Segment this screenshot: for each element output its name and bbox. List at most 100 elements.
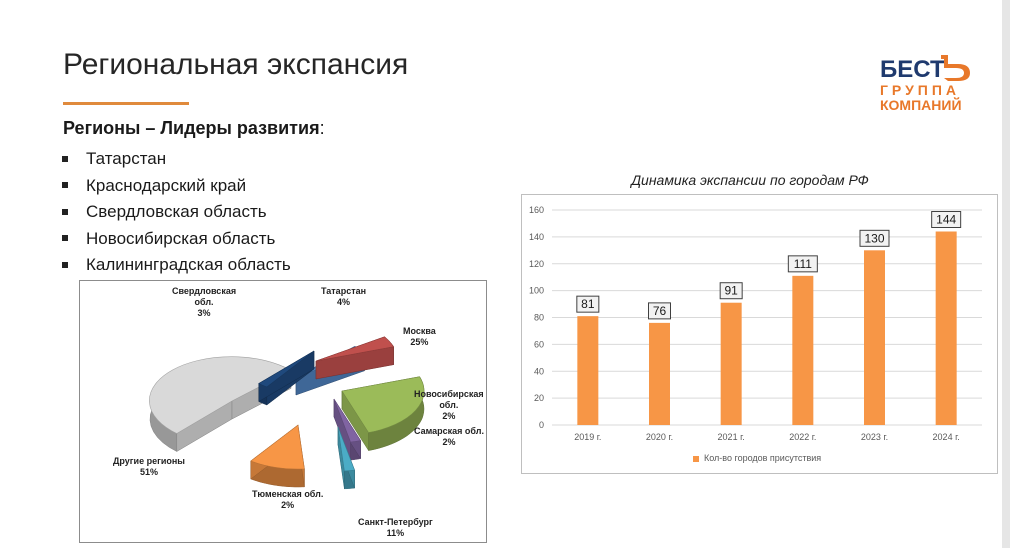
data-label-box: [859, 229, 890, 247]
regions-heading-colon: :: [319, 118, 325, 138]
data-label-box: [719, 282, 743, 300]
company-logo: БЕСТ ГРУППА КОМПАНИЙ: [880, 55, 970, 113]
data-label: 130: [864, 231, 884, 245]
legend-label: Кол-во городов присутствия: [704, 453, 822, 463]
bullet-icon: [62, 261, 68, 268]
y-tick-label: 80: [534, 313, 544, 323]
logo-text-best: БЕСТ: [880, 56, 945, 83]
pie-label-name: Москва: [403, 326, 436, 336]
data-label-box: [787, 255, 818, 273]
x-tick-label: 2024 г.: [933, 432, 960, 442]
pie-slice: [333, 398, 362, 461]
pie-label-moscow: Москва 25%: [403, 326, 436, 348]
title-underline: [63, 102, 189, 105]
pie-slice-top: [315, 336, 395, 362]
bar: [792, 275, 814, 425]
pie-slice-top: [149, 356, 292, 434]
pie-slice-top: [341, 376, 425, 433]
y-tick-label: 40: [534, 366, 544, 376]
pie-label-name: Другие регионы: [113, 456, 185, 466]
pie-label-name: Самарская обл.: [414, 426, 484, 436]
pie-label-tatarstan: Татарстан 4%: [321, 286, 366, 308]
legend-swatch: [693, 455, 699, 462]
pie-label-tyumen: Тюменская обл. 2%: [252, 489, 323, 511]
list-item: Краснодарский край: [60, 175, 291, 202]
pie-slice-top: [258, 350, 315, 388]
region-name: Новосибирская область: [86, 228, 276, 248]
pie-label-name-2: обл.: [439, 400, 459, 410]
pie-label-value: 2%: [442, 411, 456, 421]
pie-svg: [149, 336, 425, 490]
y-tick-label: 120: [529, 259, 544, 269]
data-label-box: [931, 211, 962, 228]
x-tick-label: 2020 г.: [646, 432, 673, 442]
pie-label-spb: Санкт-Петербург 11%: [358, 517, 433, 539]
data-label: 81: [581, 297, 595, 311]
bar: [864, 250, 885, 425]
regions-pie-chart: Свердловская обл. 3% Татарстан 4% Москва…: [79, 280, 487, 543]
list-item: Татарстан: [60, 148, 291, 175]
logo-text-companies: КОМПАНИЙ: [880, 96, 962, 113]
bar: [720, 302, 742, 425]
pie-label-name: Свердловская: [172, 286, 237, 296]
bullet-icon: [62, 182, 68, 189]
chart-legend: Кол-во городов присутствия: [693, 453, 821, 463]
slide-edge: [1002, 0, 1010, 548]
pie-label-sverdlovsk: Свердловская обл. 3%: [172, 286, 236, 319]
pie-label-samara: Самарская обл. 2%: [414, 426, 484, 448]
region-name: Татарстан: [86, 149, 167, 168]
pie-label-value: 3%: [197, 308, 211, 318]
pie-slice-top: [250, 424, 305, 470]
bar: [935, 231, 957, 425]
pie-label-value: 4%: [337, 297, 351, 307]
regions-heading: Регионы – Лидеры развития:: [63, 118, 325, 139]
x-tick-label: 2022 г.: [789, 432, 816, 442]
list-item: Свердловская область: [60, 201, 291, 228]
pie-slice: [315, 336, 395, 380]
region-name: Калининградская область: [86, 255, 291, 275]
y-tick-label: 160: [529, 205, 544, 215]
bullet-icon: [62, 208, 68, 215]
y-tick-label: 140: [529, 232, 544, 242]
slide-title: Региональная экспансия: [63, 48, 409, 81]
data-label: 111: [794, 257, 813, 271]
list-item: Новосибирская область: [60, 228, 291, 255]
bar: [649, 322, 670, 425]
region-name: Свердловская область: [86, 202, 267, 222]
expansion-bar-chart: 0 20 40 60 80 100 120 140 160 81 2019 г. 76 2020 г. 9…: [521, 194, 998, 474]
y-tick-label: 20: [534, 393, 544, 403]
pie-slice: [258, 350, 315, 406]
logo-hard-sign-mark: [941, 55, 970, 81]
y-tick-label: 60: [534, 339, 544, 349]
pie-slice: [250, 424, 305, 488]
pie-label-name: Татарстан: [321, 286, 367, 296]
bar-chart-title: Динамика экспансии по городам РФ: [631, 172, 869, 188]
data-label-box: [648, 302, 671, 320]
pie-label-name: Санкт-Петербург: [358, 517, 433, 527]
pie-slice: [337, 426, 356, 490]
pie-label-name: Тюменская обл.: [252, 489, 324, 499]
pie-label-name: Новосибирская: [414, 389, 484, 399]
list-item: Калининградская область: [60, 254, 291, 281]
data-label: 76: [653, 304, 667, 318]
pie-label-value: 51%: [139, 467, 158, 477]
x-tick-label: 2021 г.: [718, 432, 745, 442]
pie-label-value: 2%: [281, 500, 295, 510]
pie-label-value: 2%: [442, 437, 456, 447]
pie-slice-top: [337, 426, 356, 472]
y-tick-label: 0: [539, 420, 544, 430]
pie-slice-top: [333, 398, 362, 443]
pie-slice: [149, 356, 292, 452]
pie-label-other: Другие регионы 51%: [113, 456, 185, 478]
bullet-icon: [62, 235, 68, 242]
bullet-icon: [62, 155, 68, 162]
logo-text-group: ГРУППА: [880, 82, 960, 98]
pie-label-value: 11%: [386, 528, 405, 538]
pie-label-novosibirsk: Новосибирская обл. 2%: [414, 389, 484, 422]
bar-svg: 0 20 40 60 80 100 120 140 160 81 2019 г. 76 2020 г. 9…: [529, 205, 982, 442]
region-name: Краснодарский край: [86, 175, 247, 195]
bar: [577, 316, 599, 425]
regions-heading-text: Регионы – Лидеры развития: [63, 118, 320, 138]
data-label-box: [576, 295, 600, 313]
y-tick-label: 100: [529, 286, 544, 296]
